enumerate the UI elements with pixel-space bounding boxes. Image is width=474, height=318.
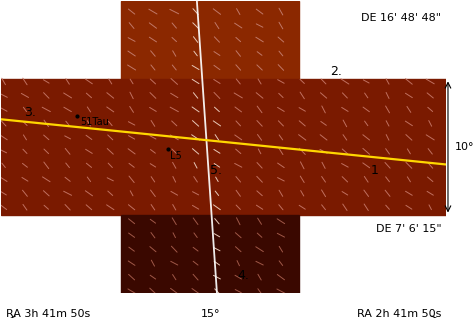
Bar (121, 215, 299, 293)
Text: 4.: 4. (237, 269, 249, 282)
Text: 2.: 2. (330, 65, 342, 78)
Text: DE 7' 6' 15": DE 7' 6' 15" (376, 224, 441, 234)
Text: RA 2h 41m 50s: RA 2h 41m 50s (357, 308, 441, 318)
Bar (121, 1, 299, 79)
Text: 10°: 10° (455, 142, 474, 152)
Text: 5.: 5. (210, 164, 222, 177)
Bar (1, 79, 446, 215)
Text: L5: L5 (170, 151, 182, 161)
Text: 51Tau: 51Tau (81, 117, 109, 127)
Text: 1: 1 (370, 164, 378, 177)
Text: 15°: 15° (201, 308, 220, 318)
Text: DE 16' 48' 48": DE 16' 48' 48" (361, 13, 441, 23)
Text: RA 3h 41m 50s: RA 3h 41m 50s (6, 308, 90, 318)
Text: 3.: 3. (24, 106, 36, 119)
